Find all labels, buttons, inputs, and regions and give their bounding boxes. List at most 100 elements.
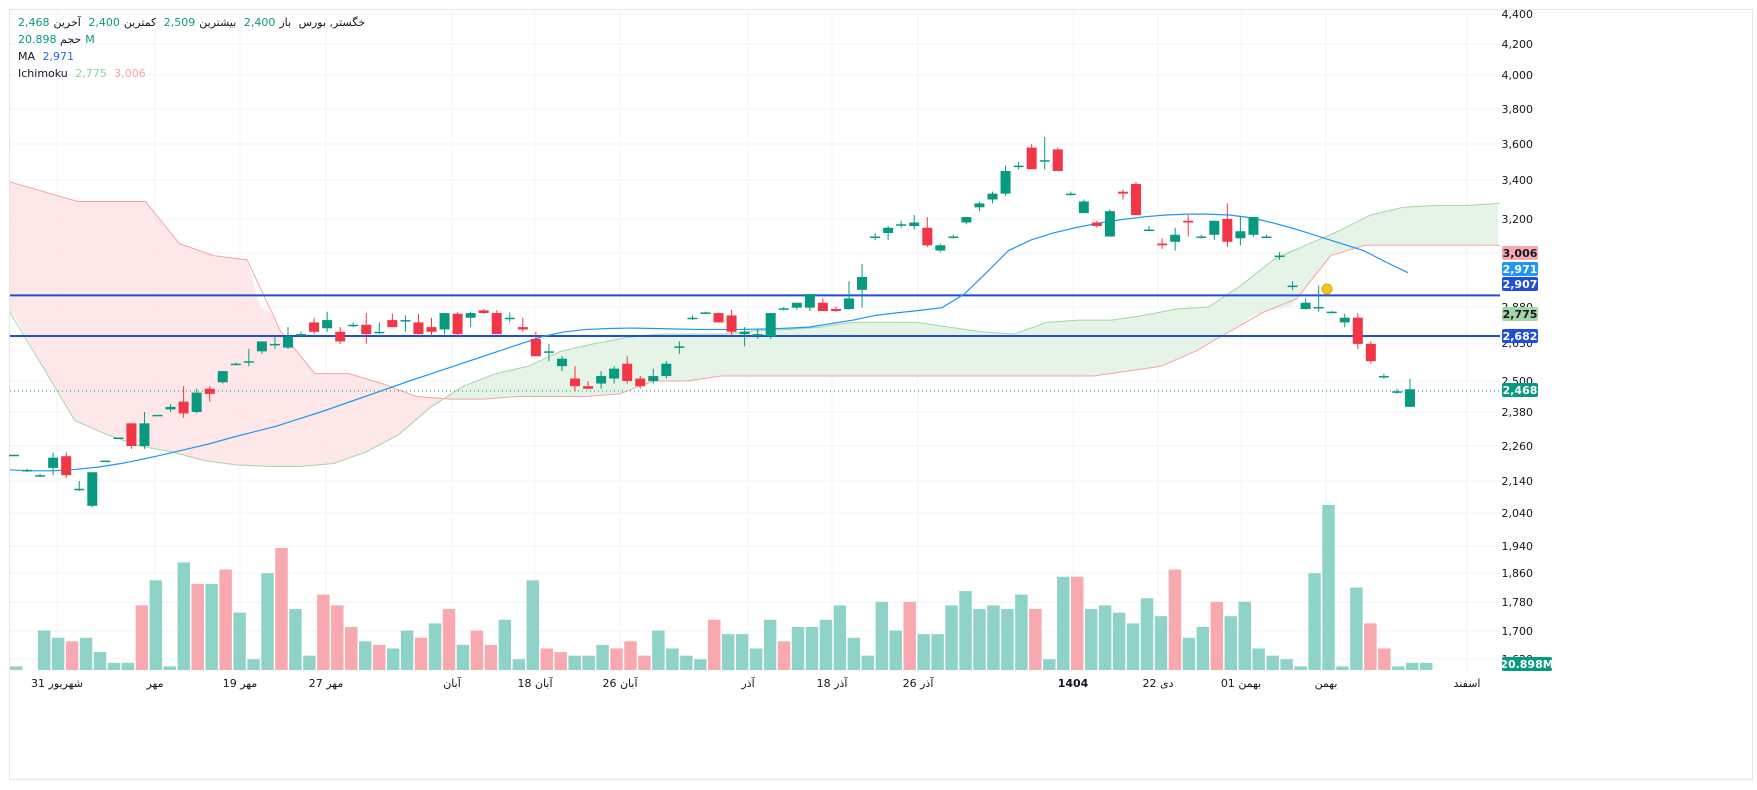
candle-body — [35, 475, 46, 477]
price-label-text: 2,907 — [1503, 278, 1538, 291]
candle — [817, 298, 828, 312]
y-tick-label: 3,400 — [1502, 174, 1534, 187]
candle — [217, 371, 228, 384]
volume-bar — [638, 655, 651, 670]
candle — [961, 217, 972, 225]
legend-high-label: بیشترین — [199, 16, 237, 29]
candle-body — [48, 457, 59, 468]
candle-body — [1026, 147, 1037, 170]
candle-body — [543, 351, 554, 353]
candle-body — [478, 310, 489, 314]
candle-body — [139, 423, 150, 446]
candle — [1391, 388, 1402, 394]
candle-body — [974, 203, 985, 208]
volume-bar — [1043, 659, 1056, 670]
candle-body — [204, 388, 215, 394]
y-tick-label: 4,000 — [1502, 69, 1534, 82]
volume-bar — [708, 619, 721, 670]
volume-bar — [666, 648, 679, 670]
candle-series — [9, 137, 1415, 508]
x-tick-label: 19 مهر — [223, 677, 258, 690]
candle-body — [1287, 285, 1298, 288]
volume-bar — [1378, 648, 1391, 670]
candle — [74, 481, 85, 491]
price-label-bg — [1502, 657, 1552, 671]
price-label-text: 3,006 — [1503, 247, 1538, 260]
candle-body — [1300, 302, 1311, 310]
candle-body — [1248, 217, 1259, 235]
candle-body — [1209, 220, 1220, 235]
candle-body — [100, 460, 111, 463]
x-tick-label: 26 آذر — [903, 676, 935, 690]
candle — [543, 343, 554, 362]
candle — [1339, 313, 1350, 328]
candle-body — [374, 331, 385, 334]
price-label-ichimoku-span-a: 2,775 — [1502, 307, 1538, 321]
volume-bar — [1154, 616, 1168, 670]
candle-body — [1117, 191, 1128, 194]
volume-bar — [1112, 612, 1126, 670]
candle-body — [1235, 231, 1246, 239]
candle-body — [191, 392, 202, 412]
candle-body — [857, 277, 868, 290]
y-tick-label: 1,860 — [1502, 567, 1534, 580]
volume-bar — [372, 644, 386, 670]
legend-ichimoku[interactable]: Ichimoku 2,775 3,006 — [18, 67, 150, 80]
candle-body — [570, 378, 581, 387]
price-label-volume: 20.898M — [1500, 657, 1554, 671]
candle — [1183, 215, 1194, 237]
candle-body — [1157, 243, 1168, 246]
volume-bar — [1070, 576, 1084, 670]
price-label-text: 20.898M — [1500, 658, 1553, 671]
candle-body — [883, 227, 894, 234]
candle — [61, 452, 72, 479]
price-label-bg — [1502, 246, 1538, 260]
candle-body — [909, 222, 920, 227]
y-tick-label: 2,380 — [1502, 406, 1534, 419]
candle — [1091, 220, 1102, 228]
candle-body — [1144, 229, 1155, 232]
candle — [1000, 165, 1011, 196]
volume-bar — [1057, 576, 1070, 670]
candle-body — [687, 317, 698, 320]
candle-body — [1052, 149, 1063, 171]
candle-body — [1091, 222, 1102, 227]
volume-bar — [1336, 666, 1349, 670]
volume-bar — [512, 659, 526, 670]
price-label-text: 2,775 — [1503, 308, 1538, 321]
volume-bar — [680, 655, 693, 670]
candle — [1078, 199, 1089, 214]
volume-bar — [177, 562, 190, 670]
legend-close: 2,468 — [18, 16, 50, 29]
ichimoku-cloud — [10, 181, 442, 467]
candle — [465, 311, 476, 328]
candle — [1013, 162, 1024, 170]
legend-symbol[interactable]: خگستر, بورس — [298, 16, 366, 29]
price-label-text: 2,468 — [1503, 384, 1538, 397]
chart-frame — [9, 9, 1753, 780]
candle — [583, 381, 594, 389]
candle — [269, 336, 280, 349]
candle-body — [1405, 389, 1415, 407]
volume-bar — [51, 637, 65, 670]
volume-bar — [540, 648, 553, 670]
volume-bar — [1420, 662, 1433, 670]
candle-body — [361, 324, 372, 335]
volume-bar — [345, 626, 358, 670]
candle-body — [256, 341, 267, 352]
volume-bar — [233, 612, 246, 670]
candle — [843, 281, 854, 310]
candle-body — [217, 371, 228, 383]
candle — [1170, 227, 1181, 251]
legend-volume[interactable]: حجم 20.898M — [18, 33, 99, 46]
candle — [504, 312, 515, 323]
volume-bar — [275, 548, 288, 670]
volume-bar — [805, 626, 819, 670]
legend-ma[interactable]: MA 2,971 — [18, 50, 78, 63]
x-tick-label: 18 آذر — [817, 676, 849, 690]
candle-body — [1222, 219, 1233, 242]
x-tick-label: 22 دی — [1142, 677, 1173, 690]
candle-body — [830, 309, 841, 312]
candle-body — [113, 437, 124, 439]
